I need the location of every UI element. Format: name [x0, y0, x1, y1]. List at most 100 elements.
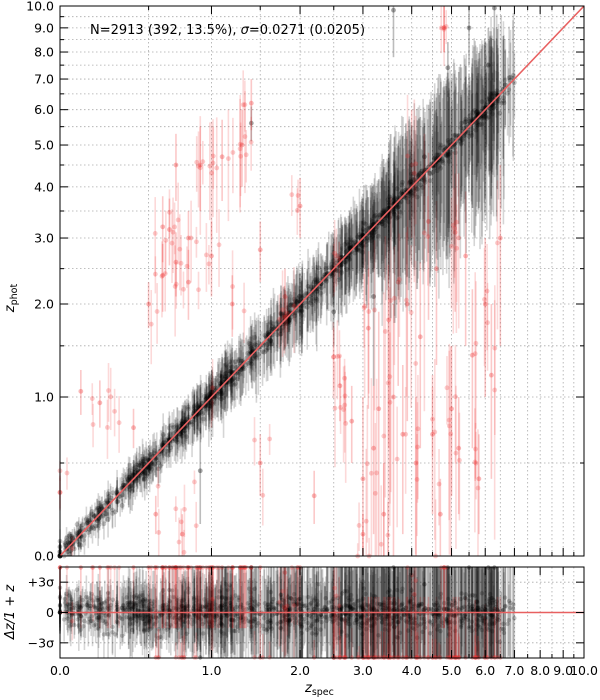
data-point — [368, 222, 374, 228]
data-point — [151, 448, 157, 453]
data-point — [105, 491, 111, 497]
data-point — [411, 177, 417, 183]
data-point — [268, 326, 274, 332]
data-point — [365, 226, 371, 231]
data-point — [474, 109, 480, 115]
data-point — [234, 376, 240, 382]
data-point — [229, 378, 234, 383]
data-point — [482, 113, 487, 119]
data-point — [485, 62, 491, 68]
data-point — [475, 119, 481, 125]
data-point — [341, 407, 347, 412]
residual-point — [78, 565, 84, 570]
data-point — [289, 192, 295, 198]
data-point — [209, 401, 215, 407]
data-point — [476, 476, 482, 482]
data-point — [284, 314, 289, 320]
data-point — [337, 353, 342, 359]
data-point — [495, 240, 500, 246]
data-point — [467, 113, 473, 118]
data-point — [167, 209, 172, 215]
data-point — [492, 387, 498, 393]
data-point — [481, 114, 486, 120]
data-point — [343, 254, 349, 260]
data-point — [77, 529, 83, 534]
data-point — [216, 242, 222, 248]
data-point — [434, 266, 439, 272]
data-point — [413, 460, 419, 466]
data-point — [142, 470, 148, 475]
data-point — [116, 420, 122, 426]
data-point — [198, 410, 204, 416]
data-point — [80, 537, 86, 543]
data-point — [354, 247, 360, 253]
data-point — [360, 531, 366, 537]
data-point — [144, 467, 150, 473]
data-point — [238, 153, 244, 159]
data-point — [179, 421, 185, 427]
data-point — [415, 444, 420, 450]
data-point — [391, 7, 396, 13]
data-point — [236, 370, 242, 375]
data-point — [479, 99, 485, 105]
data-point — [108, 394, 114, 400]
data-point — [382, 329, 388, 334]
data-point — [410, 193, 415, 198]
data-point — [411, 186, 417, 191]
data-point — [456, 445, 462, 451]
data-point — [110, 490, 116, 496]
data-point — [294, 208, 300, 213]
data-point — [368, 231, 374, 236]
data-point — [179, 421, 185, 427]
data-point — [409, 162, 415, 168]
data-point — [408, 171, 414, 177]
data-point — [482, 301, 488, 307]
data-point — [236, 356, 242, 362]
data-point — [387, 399, 393, 405]
data-point — [506, 75, 512, 81]
data-point — [474, 123, 479, 129]
data-point — [452, 150, 458, 156]
data-point — [67, 551, 73, 557]
data-point — [252, 335, 258, 340]
data-point — [233, 359, 238, 365]
data-point — [417, 171, 422, 176]
data-point — [112, 408, 117, 414]
data-point — [375, 233, 381, 239]
data-point — [186, 235, 191, 241]
data-point — [432, 155, 438, 161]
data-point — [398, 191, 404, 197]
data-point — [396, 277, 402, 282]
data-point — [406, 193, 412, 199]
data-point — [372, 307, 377, 313]
data-point — [83, 516, 89, 522]
data-point — [236, 371, 242, 377]
data-point — [479, 115, 485, 121]
data-point — [501, 100, 507, 106]
data-point — [371, 230, 377, 236]
data-point — [497, 235, 503, 241]
data-point — [146, 301, 152, 307]
data-point — [267, 337, 273, 343]
data-point — [267, 436, 273, 442]
data-point — [479, 121, 485, 127]
data-point — [99, 504, 105, 509]
data-point — [85, 530, 91, 535]
data-point — [239, 142, 245, 148]
data-point — [417, 334, 423, 340]
data-point — [143, 456, 149, 461]
data-point — [391, 394, 396, 400]
data-point — [441, 25, 447, 31]
data-point — [140, 458, 146, 464]
data-point — [89, 509, 95, 514]
data-point — [257, 247, 263, 253]
data-point — [128, 483, 134, 488]
data-point — [241, 366, 247, 372]
data-point — [163, 237, 169, 243]
data-point — [392, 211, 397, 217]
data-point — [128, 483, 133, 489]
data-point — [228, 382, 234, 387]
residual-point — [113, 632, 118, 637]
data-point — [469, 133, 475, 138]
data-point — [338, 254, 344, 260]
